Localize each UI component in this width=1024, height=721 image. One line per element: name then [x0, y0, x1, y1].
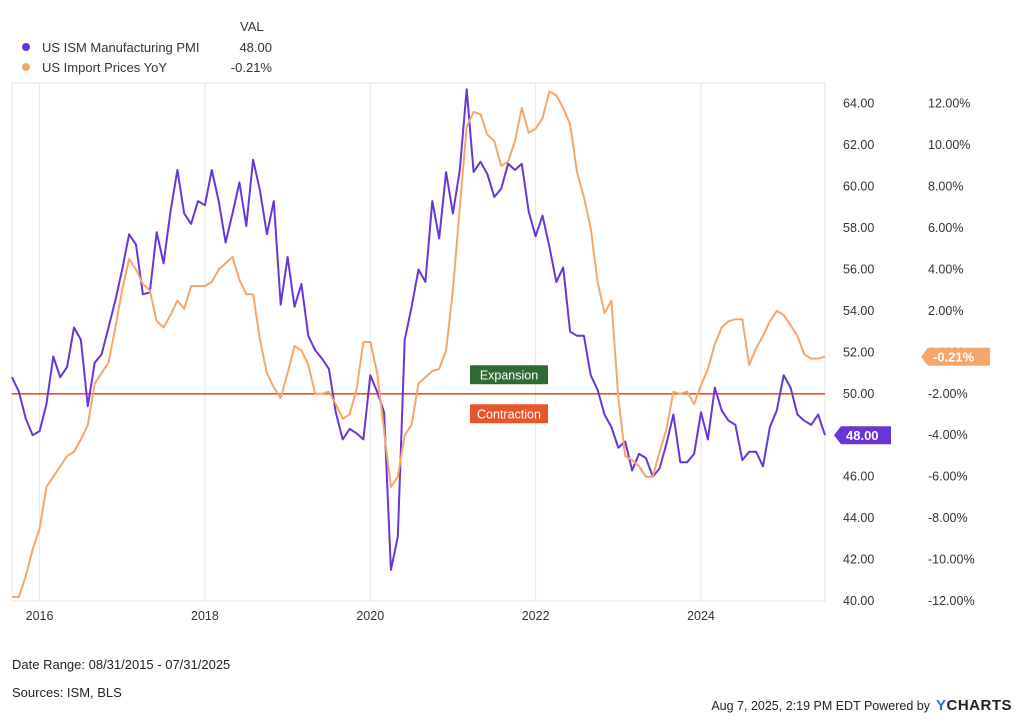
right-axis-tick-label: -12.00% [928, 594, 975, 608]
series-group [11, 88, 826, 598]
left-axis-tick-label: 64.00 [843, 97, 874, 111]
right-axis-tick-label: -10.00% [928, 553, 975, 567]
expansion-label: Expansion [470, 365, 548, 385]
x-tick-label: 2018 [191, 609, 219, 623]
x-tick-label: 2024 [687, 609, 715, 623]
x-tick-label: 2016 [26, 609, 54, 623]
plot-frame [11, 82, 826, 602]
grid [11, 82, 826, 602]
axes: 2016 2018 2020 2022 2024 40.00 42.00 44.00 46.00… [26, 97, 975, 623]
timestamp: Aug 7, 2025, 2:19 PM EDT Powered by [711, 698, 930, 713]
import-end-label-bg [921, 347, 990, 366]
legend-item-pmi[interactable]: US ISM Manufacturing PMI 48.00 [22, 38, 272, 56]
date-range: Date Range: 08/31/2015 - 07/31/2025 [12, 657, 231, 672]
legend-value: 48.00 [239, 39, 272, 55]
legend-item-import-prices[interactable]: US Import Prices YoY -0.21% [22, 58, 272, 76]
right-axis-tick-label: -2.00% [928, 387, 968, 401]
right-axis-tick-label: 4.00% [928, 262, 963, 276]
legend-dot-pmi [22, 43, 30, 51]
legend-name: US Import Prices YoY [42, 59, 167, 75]
logo-text: CHARTS [946, 697, 1012, 714]
contraction-label-bg [470, 404, 548, 424]
expansion-label-bg [470, 365, 548, 385]
legend-dot-import [22, 63, 30, 71]
left-axis-tick-label: 62.00 [843, 138, 874, 152]
left-axis-tick-label: 60.00 [843, 180, 874, 194]
legend-name: US ISM Manufacturing PMI [42, 39, 200, 55]
expansion-label-text: Expansion [480, 368, 538, 382]
right-axis-tick-label: -8.00% [928, 511, 968, 525]
left-axis-tick-label: 44.00 [843, 511, 874, 525]
series-line-import-prices[interactable] [12, 90, 826, 598]
left-axis-tick-label: 58.00 [843, 221, 874, 235]
right-axis-tick-label: 10.00% [928, 138, 970, 152]
left-axis-tick-label: 54.00 [843, 304, 874, 318]
right-axis-tick-label: -4.00% [928, 428, 968, 442]
contraction-label-text: Contraction [477, 407, 541, 421]
timestamp-footer: Aug 7, 2025, 2:19 PM EDT Powered by YCHA… [711, 697, 1012, 714]
import-end-label: -0.21% [921, 347, 990, 366]
ycharts-logo[interactable]: YCHARTS [936, 697, 1012, 714]
left-axis-tick-label: 46.00 [843, 470, 874, 484]
contraction-label: Contraction [470, 404, 548, 424]
right-axis-tick-label: -6.00% [928, 470, 968, 484]
series-line-pmi[interactable] [11, 88, 826, 571]
right-axis-tick-label: 6.00% [928, 221, 963, 235]
x-tick-label: 2020 [356, 609, 384, 623]
end-labels: 48.00 -0.21% [834, 347, 990, 445]
left-axis-tick-label: 52.00 [843, 345, 874, 359]
import-end-label-text: -0.21% [933, 350, 975, 365]
left-axis-tick-label: 50.00 [843, 387, 874, 401]
right-axis-tick-label: 8.00% [928, 180, 963, 194]
legend-value: -0.21% [230, 59, 272, 75]
right-axis-tick-label: 12.00% [928, 97, 970, 111]
pmi-end-label-text: 48.00 [846, 428, 879, 443]
pmi-end-label: 48.00 [834, 426, 891, 445]
left-axis-tick-label: 42.00 [843, 553, 874, 567]
logo-y: Y [935, 697, 947, 714]
left-axis-tick-label: 40.00 [843, 594, 874, 608]
pmi-end-label-bg [834, 426, 891, 445]
reference-line-group: Expansion Contraction [12, 365, 825, 424]
sources: Sources: ISM, BLS [12, 685, 122, 700]
right-axis-tick-label: 2.00% [928, 304, 963, 318]
left-axis-tick-label: 56.00 [843, 262, 874, 276]
x-tick-label: 2022 [522, 609, 550, 623]
legend-header: VAL [240, 19, 264, 34]
